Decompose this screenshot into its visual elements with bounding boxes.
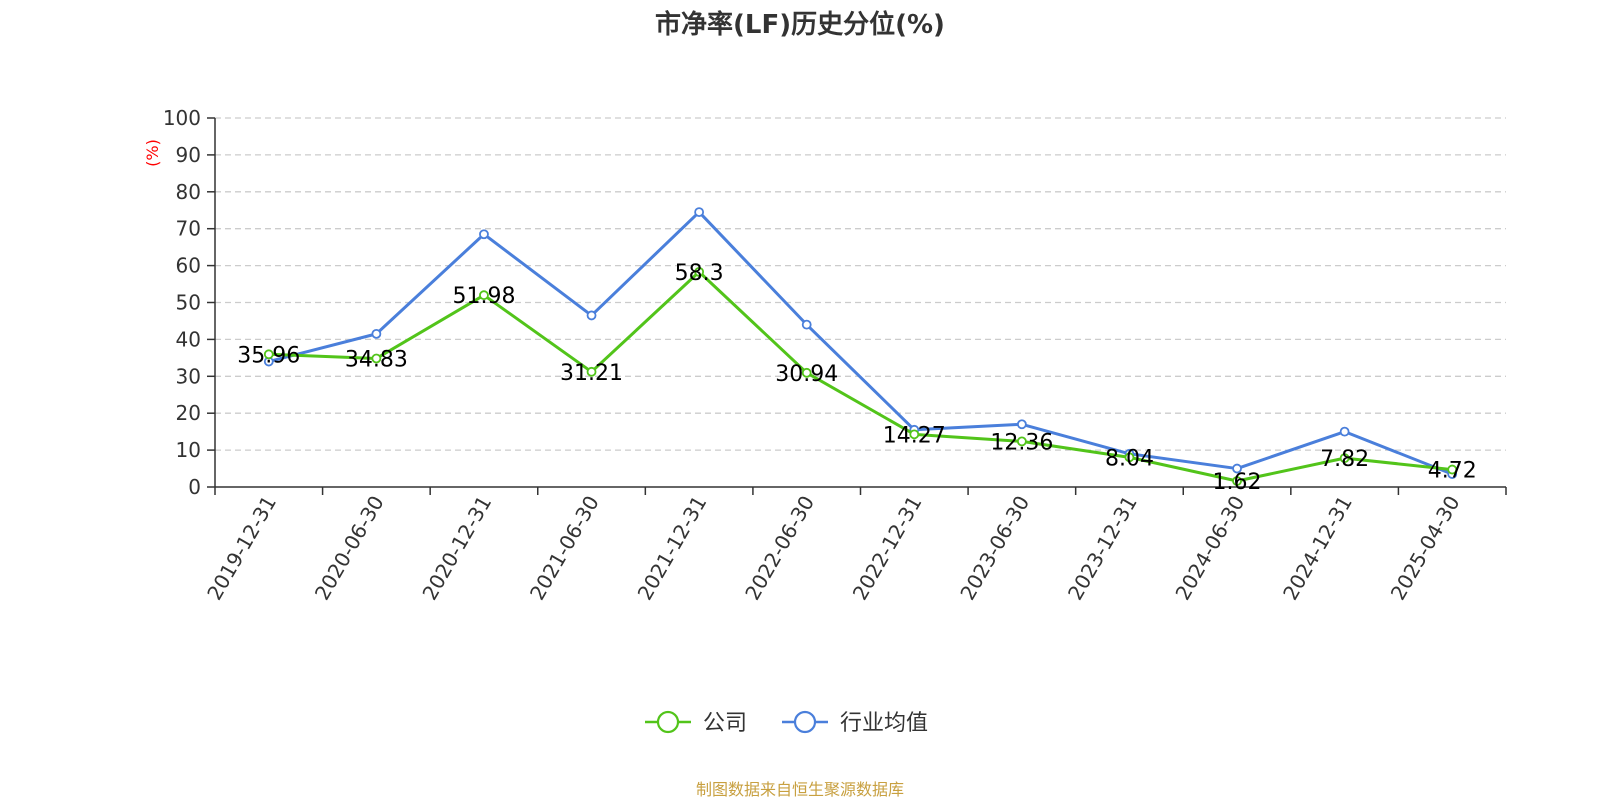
data-label-2023-06-30: 12.36 (990, 430, 1053, 455)
data-point-公司-2024-06-30 (1232, 476, 1242, 486)
y-tick-label-100: 100 (163, 106, 201, 130)
y-tick-label-20: 20 (176, 401, 201, 425)
data-label-2023-12-31: 8.04 (1105, 446, 1154, 471)
data-label-2021-06-30: 31.21 (560, 361, 623, 386)
legend-marker-行业均值 (793, 710, 817, 734)
data-point-公司-2025-04-30 (1447, 464, 1458, 475)
data-label-2022-06-30: 30.94 (775, 362, 838, 387)
chart-title: 市净率(LF)历史分位(%) (655, 9, 945, 40)
data-point-行业均值-2024-06-30 (1232, 463, 1242, 474)
data-point-行业均值-2022-06-30 (801, 319, 812, 330)
x-tick-label-2024-06-30: 2024-06-30 (1170, 492, 1249, 605)
legend[interactable]: 公司 行业均值 (645, 710, 928, 736)
series-line-公司 (268, 270, 1453, 483)
y-tick-label-10: 10 (176, 438, 201, 462)
x-tick-label-2021-12-31: 2021-12-31 (633, 492, 712, 605)
data-labels: 35.96 34.83 51.98 31.21 58.3 30.94 14.27 12.36 8… (237, 261, 1476, 495)
series-layer (263, 207, 1458, 486)
x-tick-label-2020-06-30: 2020-06-30 (310, 492, 389, 605)
x-tick-label-2022-12-31: 2022-12-31 (848, 492, 927, 605)
y-tick-label-50: 50 (176, 291, 201, 315)
grid-lines (215, 117, 1506, 451)
data-label-2022-12-31: 14.27 (883, 423, 946, 448)
data-label-2020-12-31: 51.98 (452, 284, 515, 309)
series-line-行业均值 (268, 210, 1453, 476)
data-point-公司-2021-12-31 (694, 266, 705, 277)
data-point-公司-2022-12-31 (909, 429, 920, 440)
legend-item-行业均值[interactable]: 行业均值 (782, 710, 928, 736)
y-tick-label-80: 80 (176, 180, 201, 204)
y-tick-label-0: 0 (188, 475, 201, 499)
x-tick-label-2025-04-30: 2025-04-30 (1386, 492, 1465, 605)
data-label-2024-06-30: 1.62 (1213, 470, 1262, 495)
y-tick-label-40: 40 (176, 327, 201, 351)
legend-item-公司[interactable]: 公司 (645, 710, 747, 736)
data-label-2024-12-31: 7.82 (1320, 447, 1369, 472)
y-tick-label-30: 30 (176, 364, 201, 388)
data-point-公司-2019-12-31 (263, 349, 274, 360)
y-tick-label-90: 90 (176, 143, 201, 167)
x-tick-label-2024-12-31: 2024-12-31 (1278, 492, 1357, 605)
data-label-2019-12-31: 35.96 (237, 343, 300, 368)
x-tick-label-2019-12-31: 2019-12-31 (202, 492, 281, 605)
data-point-行业均值-2024-12-31 (1339, 426, 1350, 437)
source-note: 制图数据来自恒生聚源数据库 (696, 780, 904, 799)
data-point-公司-2021-06-30 (586, 366, 597, 377)
y-tick-label-70: 70 (176, 217, 201, 241)
data-point-公司-2023-06-30 (1016, 436, 1027, 447)
y-axis-unit: (%) (143, 139, 162, 167)
data-point-行业均值-2021-06-30 (586, 310, 597, 321)
data-point-公司-2023-12-31 (1124, 452, 1135, 463)
data-label-2021-12-31: 58.3 (675, 261, 724, 286)
x-tick-label-2020-12-31: 2020-12-31 (417, 492, 496, 605)
data-point-行业均值-2020-06-30 (371, 328, 382, 339)
data-point-公司-2022-06-30 (801, 367, 812, 378)
x-tick-label-2023-12-31: 2023-12-31 (1063, 492, 1142, 605)
legend-label-公司: 公司 (703, 711, 747, 736)
data-point-公司-2020-12-31 (479, 290, 489, 301)
data-point-行业均值-2023-06-30 (1016, 419, 1027, 430)
y-tick-label-60: 60 (176, 254, 201, 278)
x-tick-label-2021-06-30: 2021-06-30 (525, 492, 604, 605)
data-point-公司-2020-06-30 (371, 353, 382, 364)
data-point-行业均值-2020-12-31 (479, 229, 489, 240)
x-tick-label-2022-06-30: 2022-06-30 (740, 492, 819, 605)
data-point-公司-2024-12-31 (1339, 453, 1350, 464)
data-point-行业均值-2021-12-31 (694, 207, 705, 217)
data-label-2025-04-30: 4.72 (1428, 459, 1477, 484)
x-tick-label-2023-06-30: 2023-06-30 (955, 492, 1034, 605)
legend-label-行业均值: 行业均值 (840, 711, 928, 736)
legend-marker-公司 (656, 710, 680, 734)
data-label-2020-06-30: 34.83 (345, 347, 408, 372)
